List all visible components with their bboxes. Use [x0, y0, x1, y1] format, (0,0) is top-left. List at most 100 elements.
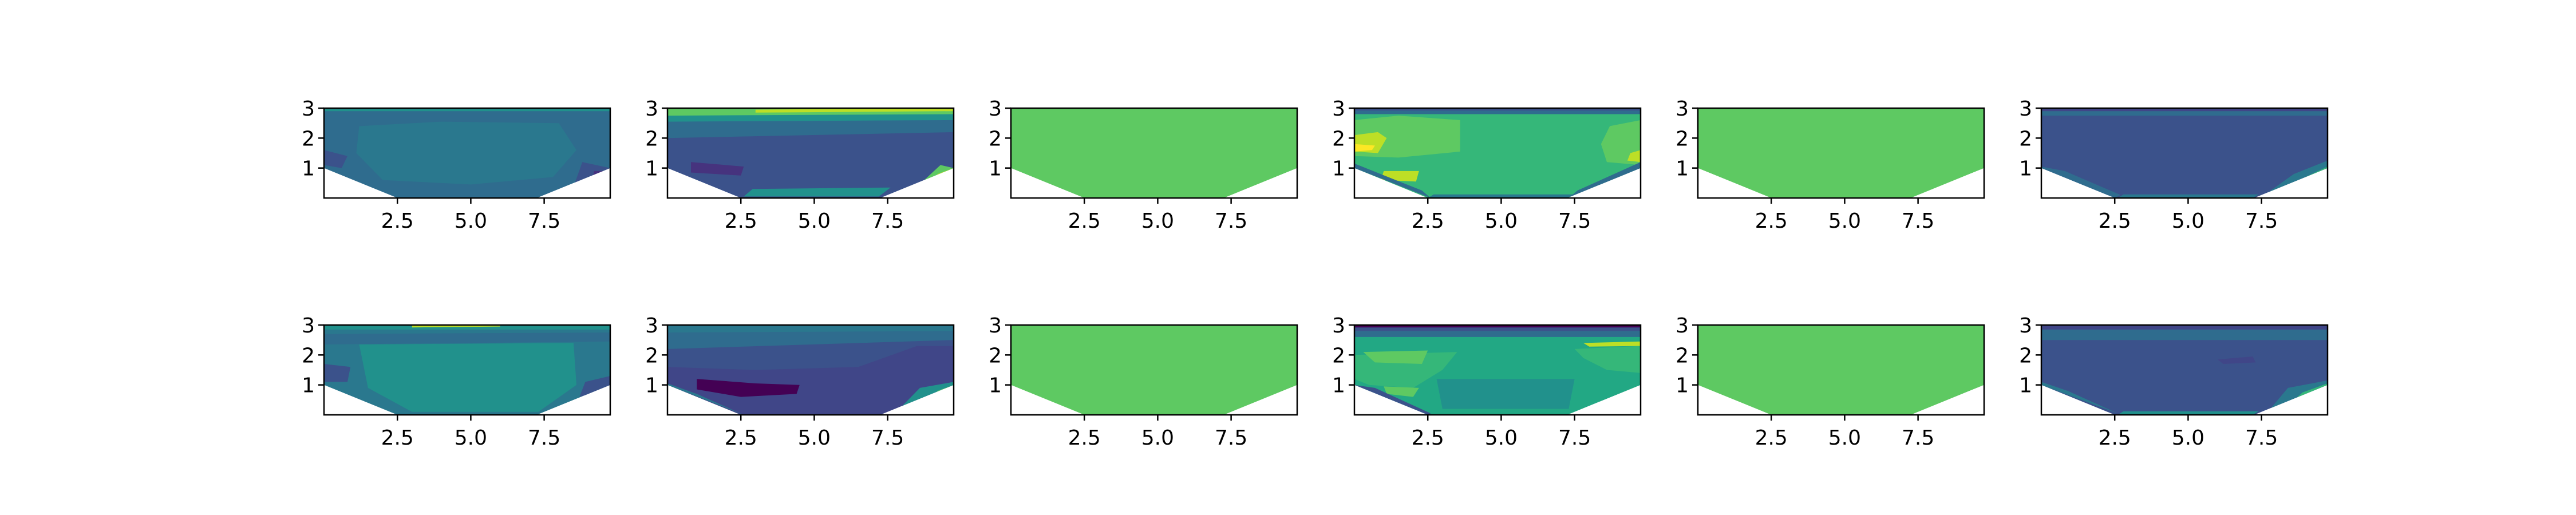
- subplot-4: 2.5 5.0 7.5 1 2 3: [1332, 97, 1642, 233]
- y-tick-label: 2: [2019, 127, 2032, 150]
- y-tick-label: 3: [302, 97, 315, 121]
- y-tick-label: 3: [302, 314, 315, 338]
- y-tick-label: 1: [1676, 374, 1689, 398]
- subplot-10: 2.5 5.0 7.5 1 2 3: [1332, 314, 1642, 450]
- contour-base: [1011, 108, 1297, 198]
- subplot-9: 2.5 5.0 7.5 1 2 3: [989, 314, 1298, 450]
- contour-region: [697, 379, 800, 397]
- subplot-7: 2.5 5.0 7.5 1 2 3: [302, 314, 611, 450]
- contour-region: [356, 121, 576, 185]
- y-tick-label: 1: [1676, 157, 1689, 181]
- axes-frame: [1353, 324, 1642, 416]
- y-tick-label: 1: [302, 157, 315, 181]
- contour-base: [1698, 325, 1984, 415]
- contour-region: [1574, 346, 1641, 373]
- contour-base: [1011, 325, 1297, 415]
- axes-frame: [1697, 107, 1985, 199]
- x-tick-label: 7.5: [871, 209, 904, 233]
- x-tick-label: 5.0: [2172, 426, 2204, 450]
- x-tick-label: 2.5: [2099, 426, 2131, 450]
- contour-region: [2041, 167, 2121, 198]
- y-tick-label: 2: [302, 127, 315, 150]
- x-tick-label: 7.5: [1558, 426, 1591, 450]
- contour-region: [324, 364, 351, 382]
- x-tick-label: 5.0: [2172, 209, 2204, 233]
- x-tick-label: 5.0: [1141, 209, 1174, 233]
- x-tick-label: 2.5: [381, 209, 414, 233]
- y-tick-label: 2: [1676, 344, 1689, 367]
- y-tick-label: 2: [645, 127, 658, 150]
- y-tick-label: 3: [989, 314, 1002, 338]
- x-tick-label: 5.0: [1485, 209, 1518, 233]
- y-tick-label: 2: [989, 127, 1002, 150]
- y-tick-label: 1: [2019, 374, 2032, 398]
- axes-frame: [2040, 324, 2329, 416]
- contour-region: [1363, 350, 1428, 364]
- contour-region: [2117, 194, 2259, 198]
- subplot-2: 2.5 5.0 7.5 1 2 3: [645, 97, 955, 233]
- y-tick-label: 1: [989, 157, 1002, 181]
- y-tick-label: 2: [1676, 127, 1689, 150]
- subplot-6: 2.5 5.0 7.5 1 2 3: [2019, 97, 2329, 233]
- subplot-3: 2.5 5.0 7.5 1 2 3: [989, 97, 1298, 233]
- y-tick-label: 2: [1332, 127, 1345, 150]
- x-tick-label: 7.5: [2245, 426, 2278, 450]
- contour-region: [324, 108, 610, 112]
- y-tick-label: 1: [302, 374, 315, 398]
- subplot-1: 2.5 5.0 7.5 1 2 3: [302, 97, 611, 233]
- x-tick-label: 2.5: [1068, 426, 1101, 450]
- x-tick-label: 7.5: [1215, 426, 1247, 450]
- axes-frame: [1353, 107, 1642, 199]
- x-tick-label: 5.0: [455, 209, 487, 233]
- x-tick-label: 5.0: [798, 426, 831, 450]
- contour-region: [1627, 150, 1641, 163]
- y-tick-label: 1: [1332, 374, 1345, 398]
- contour-region: [1436, 379, 1575, 409]
- y-tick-label: 2: [645, 344, 658, 367]
- contour-region: [579, 376, 610, 397]
- axes-frame: [666, 107, 955, 199]
- subplot-12: 2.5 5.0 7.5 1 2 3: [2019, 314, 2329, 450]
- contour-region: [744, 187, 891, 197]
- x-tick-label: 2.5: [1755, 426, 1788, 450]
- x-tick-label: 2.5: [1412, 209, 1444, 233]
- y-tick-label: 1: [645, 157, 658, 181]
- y-tick-label: 3: [2019, 314, 2032, 338]
- y-tick-label: 2: [302, 344, 315, 367]
- contour-region: [2041, 382, 2118, 414]
- contour-region: [2264, 160, 2328, 195]
- contour-region: [2117, 411, 2259, 415]
- x-tick-label: 5.0: [1828, 209, 1861, 233]
- contour-region: [324, 325, 610, 330]
- axes-frame: [323, 107, 611, 199]
- contour-region: [1568, 162, 1641, 198]
- contour-region: [2270, 380, 2328, 409]
- y-tick-label: 3: [645, 314, 658, 338]
- x-tick-label: 7.5: [2245, 209, 2278, 233]
- x-tick-label: 5.0: [798, 209, 831, 233]
- y-tick-label: 3: [2019, 97, 2032, 121]
- contour-region: [1384, 386, 1419, 397]
- x-tick-label: 7.5: [1902, 209, 1934, 233]
- subplot-5: 2.5 5.0 7.5 1 2 3: [1676, 97, 1985, 233]
- contour-region: [667, 383, 744, 415]
- contour-base: [2041, 108, 2328, 198]
- y-tick-label: 3: [1332, 314, 1345, 338]
- axes-frame: [323, 324, 611, 416]
- y-tick-label: 2: [2019, 344, 2032, 367]
- y-tick-label: 1: [989, 374, 1002, 398]
- x-tick-label: 7.5: [871, 426, 904, 450]
- contour-region: [2041, 108, 2328, 112]
- contour-region: [1354, 385, 1431, 415]
- contour-region: [691, 162, 744, 176]
- y-tick-label: 3: [1676, 97, 1689, 121]
- contour-region: [1354, 144, 1375, 152]
- axes-frame: [666, 324, 955, 416]
- contour-region: [1428, 194, 1575, 198]
- x-tick-label: 7.5: [1902, 426, 1934, 450]
- contour-region: [755, 108, 954, 113]
- x-tick-label: 2.5: [1068, 209, 1101, 233]
- y-tick-label: 3: [989, 97, 1002, 121]
- y-tick-label: 3: [1676, 314, 1689, 338]
